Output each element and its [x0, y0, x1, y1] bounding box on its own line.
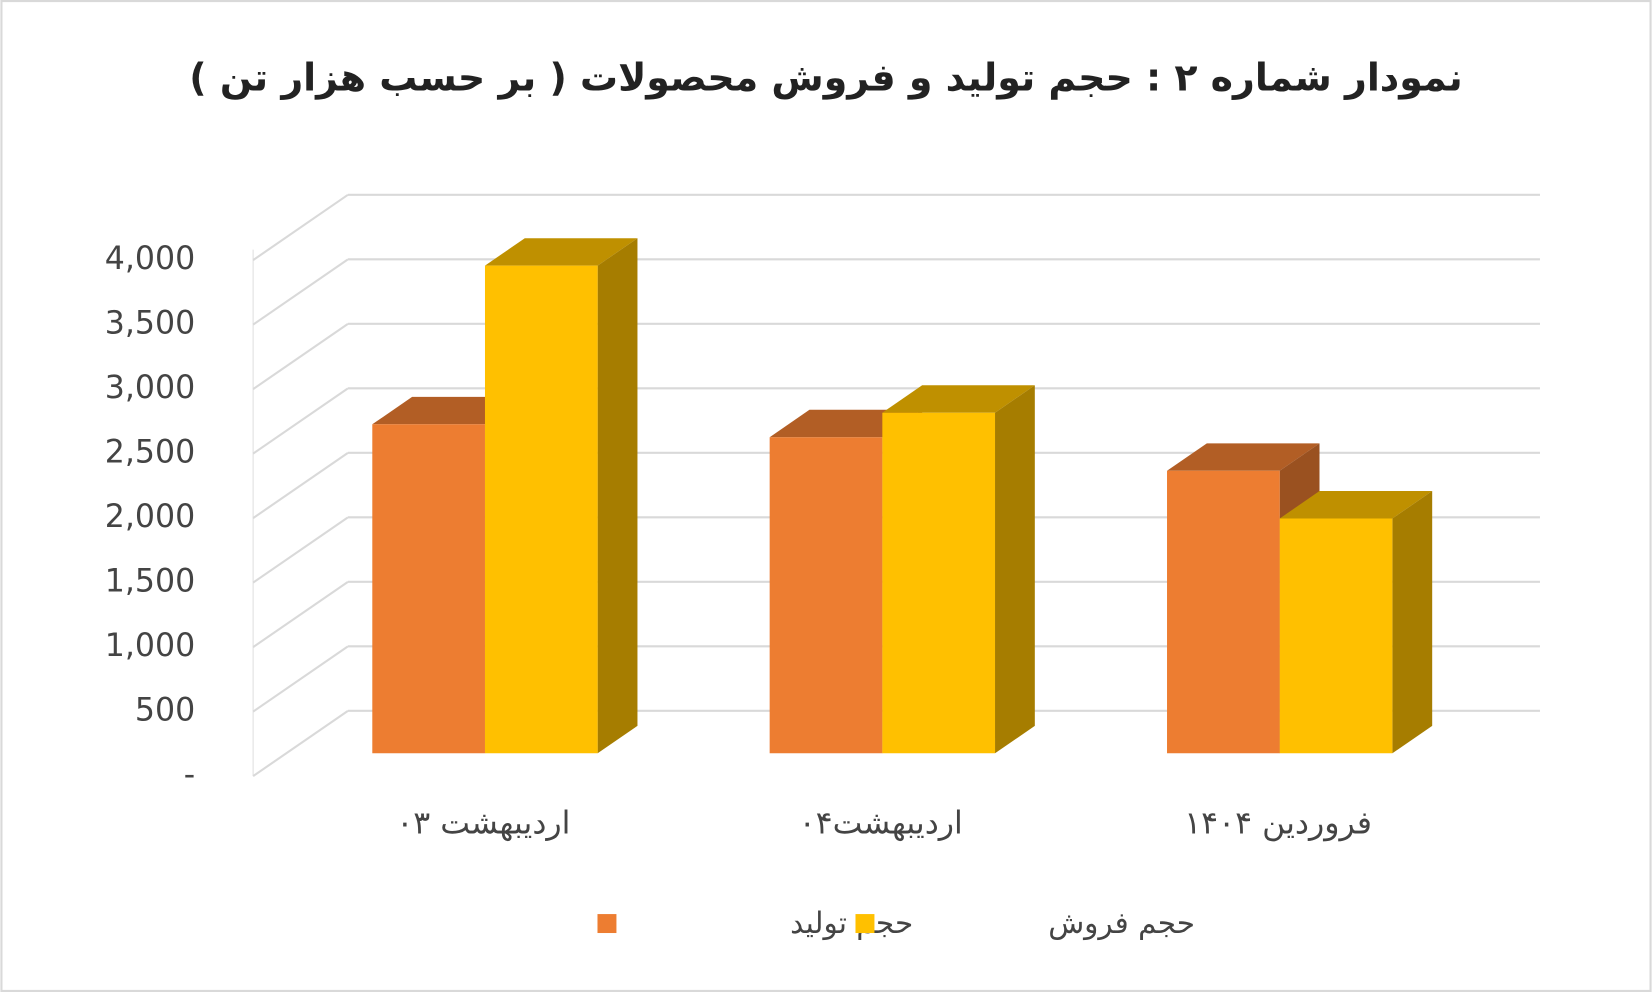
y-tick-label: 2,000 [105, 499, 195, 535]
bar-side [995, 385, 1035, 754]
grid-line [252, 645, 349, 713]
grid-line [252, 709, 349, 777]
y-tick-label: 4,000 [105, 241, 195, 277]
y-tick-label: 2,500 [105, 435, 195, 471]
x-tick-label: اردیبهشت۰۴ [799, 806, 963, 842]
grid-line [252, 322, 349, 390]
bar-front [484, 265, 598, 754]
chart-title: نمودار شماره ۲ : حجم تولید و فروش محصولا… [189, 56, 1462, 100]
bar-top [882, 385, 1035, 413]
x-tick-label: اردیبهشت ۰۳ [396, 806, 570, 842]
bar-front [1167, 470, 1280, 754]
y-tick-label: 3,000 [105, 370, 195, 406]
bar-top [1167, 443, 1320, 471]
grid-line [252, 451, 349, 519]
bar-front [372, 424, 485, 754]
bar-front [1279, 518, 1393, 754]
legend-label: حجم تولید [790, 906, 913, 941]
bar-front [769, 437, 883, 754]
grid-line [252, 516, 349, 584]
bar-front [882, 412, 996, 754]
legend-swatch [855, 914, 875, 934]
bar-side [1392, 491, 1433, 754]
y-tick-label: 1,500 [105, 564, 195, 600]
bar-top [484, 238, 638, 266]
y-tick-label: 3,500 [105, 306, 195, 342]
y-tick-label: 500 [135, 693, 195, 729]
grid-line [252, 258, 349, 326]
y-tick-label: - [184, 757, 195, 793]
grid-line [252, 580, 349, 648]
grid-line [252, 387, 349, 455]
legend-label: حجم فروش [1048, 906, 1195, 941]
bar-side [597, 238, 638, 754]
grid-line [252, 193, 349, 261]
legend-swatch [597, 914, 617, 934]
y-tick-label: 1,000 [105, 628, 195, 664]
x-tick-label: فروردین ۱۴۰۴ [1184, 806, 1372, 842]
bar-top [1279, 491, 1433, 519]
